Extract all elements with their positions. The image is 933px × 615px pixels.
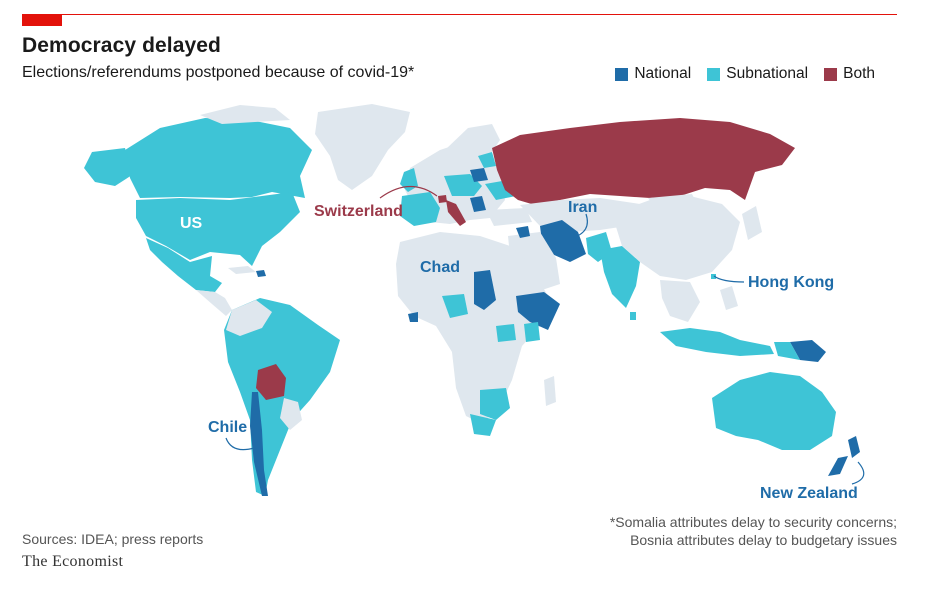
syria <box>516 226 530 238</box>
iran-leader <box>571 213 588 239</box>
footnote-line-1: *Somalia attributes delay to security co… <box>609 514 897 530</box>
india <box>600 246 640 308</box>
new-zealand-leader <box>851 461 865 485</box>
paraguay-uruguay <box>280 398 302 430</box>
southeast-asia <box>660 280 700 322</box>
kenya <box>524 322 540 342</box>
southern-africa <box>480 388 510 420</box>
greenland <box>315 104 410 190</box>
chile-leader <box>225 437 255 451</box>
label-chad: Chad <box>420 259 460 276</box>
label-new-zealand: New Zealand <box>760 485 858 502</box>
legend-swatch-both <box>824 67 838 81</box>
north-south-america <box>226 300 272 336</box>
indonesia <box>660 328 774 356</box>
madagascar <box>544 376 556 406</box>
korea-japan <box>742 206 762 240</box>
italy <box>446 200 466 226</box>
papua-new-guinea <box>790 340 826 362</box>
label-switzerland: Switzerland <box>314 203 403 220</box>
label-us: US <box>180 215 203 232</box>
germany-central-europe <box>444 174 482 196</box>
brand-tab <box>22 14 62 26</box>
legend-label-national: National <box>634 65 692 82</box>
dominican-republic <box>256 270 266 277</box>
png-west <box>774 342 800 360</box>
france-spain <box>400 192 440 226</box>
chart-title: Democracy delayed <box>22 34 221 57</box>
legend-item-both: Both <box>824 65 875 83</box>
chart-subtitle: Elections/referendums postponed because … <box>22 64 415 81</box>
liberia <box>408 312 418 322</box>
australia <box>712 372 836 450</box>
label-hong-kong: Hong Kong <box>748 274 834 291</box>
legend-swatch-subnational <box>707 67 721 81</box>
bolivia <box>256 364 286 400</box>
legend-label-subnational: Subnational <box>726 65 809 82</box>
brand-logo-text: The Economist <box>22 553 124 570</box>
philippines <box>720 286 738 310</box>
legend: National Subnational Both <box>599 65 875 83</box>
usa <box>136 192 300 266</box>
mexico <box>146 238 222 292</box>
africa <box>396 232 548 424</box>
legend-item-national: National <box>615 65 691 83</box>
alaska <box>84 148 132 186</box>
label-iran: Iran <box>568 199 597 216</box>
baltic <box>478 152 496 168</box>
ethiopia-somalia <box>516 292 560 330</box>
china <box>612 196 740 280</box>
sources-note: Sources: IDEA; press reports <box>22 531 204 547</box>
new-zealand <box>828 436 860 476</box>
sri-lanka <box>630 312 636 320</box>
poland <box>470 168 488 182</box>
south-africa <box>470 414 496 436</box>
turkey <box>486 208 532 226</box>
label-chile: Chile <box>208 419 247 436</box>
canada <box>125 118 312 198</box>
chile <box>250 392 268 496</box>
caribbean <box>228 266 256 274</box>
central-america <box>196 290 232 316</box>
arctic-islands <box>200 105 290 124</box>
switzerland <box>438 195 447 203</box>
chad <box>474 270 496 310</box>
legend-label-both: Both <box>843 65 875 82</box>
switzerland-leader <box>379 185 438 199</box>
hong-kong <box>711 274 716 279</box>
legend-item-subnational: Subnational <box>707 65 808 83</box>
top-rule <box>22 14 897 15</box>
balkans <box>470 196 486 212</box>
footnote: *Somalia attributes delay to security co… <box>610 513 897 549</box>
nigeria <box>442 294 468 318</box>
mongolia <box>648 194 700 214</box>
central-africa <box>496 324 516 342</box>
footnote-line-2: Bosnia attributes delay to budgetary iss… <box>630 532 897 548</box>
world-map: US Switzerland Iran Chad Hong Kong Chile… <box>84 104 865 502</box>
legend-swatch-national <box>615 67 629 81</box>
russia <box>492 118 795 205</box>
hong-kong-leader <box>713 275 745 283</box>
